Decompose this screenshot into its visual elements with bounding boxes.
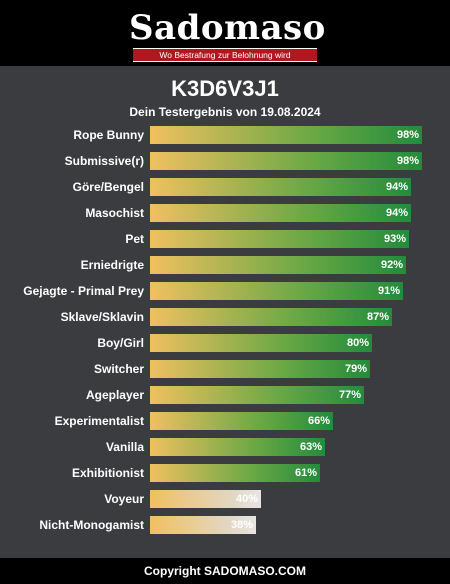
- chart-row: Voyeur 40%: [0, 490, 450, 508]
- bar: 66%: [150, 412, 333, 430]
- bar: 61%: [150, 464, 320, 482]
- bar-track: 87%: [150, 308, 428, 326]
- copyright-text: Copyright SADOMASO.COM: [144, 564, 306, 578]
- bar-track: 93%: [150, 230, 428, 248]
- category-label: Boy/Girl: [97, 336, 144, 350]
- bar-track: 80%: [150, 334, 428, 352]
- category-label: Sklave/Sklavin: [60, 310, 144, 324]
- category-label: Vanilla: [105, 440, 144, 454]
- bar: 38%: [150, 516, 256, 534]
- chart-row: Sklave/Sklavin 87%: [0, 308, 450, 326]
- category-label: Gejagte - Primal Prey: [23, 284, 144, 298]
- bar-track: 40%: [150, 490, 428, 508]
- category-label: Nicht-Monogamist: [39, 518, 144, 532]
- category-label: Pet: [125, 232, 144, 246]
- bar: 87%: [150, 308, 392, 326]
- bar-value-label: 38%: [230, 519, 253, 531]
- bar-track: 38%: [150, 516, 428, 534]
- bar: 91%: [150, 282, 403, 300]
- bar-value-label: 77%: [338, 389, 361, 401]
- category-label: Switcher: [93, 362, 144, 376]
- bar-track: 98%: [150, 152, 428, 170]
- bar-track: 94%: [150, 178, 428, 196]
- bar-track: 91%: [150, 282, 428, 300]
- logo-tagline: Wo Bestrafung zur Belohnung wird: [133, 48, 317, 62]
- bar: 40%: [150, 490, 261, 508]
- bar-track: 77%: [150, 386, 428, 404]
- category-label: Ageplayer: [85, 388, 144, 402]
- bar-value-label: 87%: [366, 311, 389, 323]
- category-label: Masochist: [85, 206, 144, 220]
- chart-row: Rope Bunny 98%: [0, 126, 450, 144]
- bar-track: 92%: [150, 256, 428, 274]
- bar-value-label: 80%: [346, 337, 369, 349]
- bar-value-label: 92%: [380, 259, 403, 271]
- bar-track: 66%: [150, 412, 428, 430]
- bar: 98%: [150, 152, 422, 170]
- bar-value-label: 66%: [307, 415, 330, 427]
- category-label: Erniedrigte: [80, 258, 144, 272]
- bar-track: 61%: [150, 464, 428, 482]
- result-subtitle: Dein Testergebnis von 19.08.2024: [129, 105, 321, 119]
- bar-value-label: 93%: [383, 233, 406, 245]
- logo-wordmark: Sadomaso: [129, 8, 326, 48]
- chart-row: Göre/Bengel 94%: [0, 178, 450, 196]
- category-label: Submissive(r): [64, 154, 144, 168]
- bar: 79%: [150, 360, 370, 378]
- bar-track: 79%: [150, 360, 428, 378]
- category-label: Voyeur: [104, 492, 144, 506]
- category-label: Rope Bunny: [73, 128, 144, 142]
- result-title: K3D6V3J1: [171, 76, 279, 101]
- category-label: Exhibitionist: [72, 466, 144, 480]
- bar-value-label: 61%: [294, 467, 317, 479]
- bar-value-label: 98%: [396, 129, 419, 141]
- bar-track: 63%: [150, 438, 428, 456]
- chart-row: Erniedrigte 92%: [0, 256, 450, 274]
- bar: 98%: [150, 126, 422, 144]
- chart-row: Experimentalist 66%: [0, 412, 450, 430]
- category-label: Göre/Bengel: [72, 180, 144, 194]
- bar-value-label: 40%: [235, 493, 258, 505]
- chart-row: Exhibitionist 61%: [0, 464, 450, 482]
- chart-row: Pet 93%: [0, 230, 450, 248]
- site-logo[interactable]: Sadomaso Wo Bestrafung zur Belohnung wir…: [129, 6, 326, 62]
- bar-value-label: 91%: [377, 285, 400, 297]
- chart-row: Submissive(r) 98%: [0, 152, 450, 170]
- bar-track: 98%: [150, 126, 428, 144]
- bar-value-label: 94%: [385, 181, 408, 193]
- bar-value-label: 94%: [385, 207, 408, 219]
- bar: 77%: [150, 386, 364, 404]
- bar: 94%: [150, 204, 411, 222]
- result-panel: K3D6V3J1 Dein Testergebnis von 19.08.202…: [0, 66, 450, 558]
- bar: 80%: [150, 334, 372, 352]
- bar-value-label: 63%: [299, 441, 322, 453]
- bar-value-label: 98%: [396, 155, 419, 167]
- chart-row: Ageplayer 77%: [0, 386, 450, 404]
- site-header: Sadomaso Wo Bestrafung zur Belohnung wir…: [0, 0, 450, 66]
- chart-row: Nicht-Monogamist 38%: [0, 516, 450, 534]
- category-label: Experimentalist: [54, 414, 144, 428]
- chart-row: Vanilla 63%: [0, 438, 450, 456]
- bar: 94%: [150, 178, 411, 196]
- bar: 92%: [150, 256, 406, 274]
- site-footer: Copyright SADOMASO.COM: [0, 558, 450, 584]
- bar-track: 94%: [150, 204, 428, 222]
- bar-value-label: 79%: [344, 363, 367, 375]
- chart-row: Masochist 94%: [0, 204, 450, 222]
- chart-row: Switcher 79%: [0, 360, 450, 378]
- bar: 93%: [150, 230, 409, 248]
- chart-row: Gejagte - Primal Prey 91%: [0, 282, 450, 300]
- chart-row: Boy/Girl 80%: [0, 334, 450, 352]
- bar: 63%: [150, 438, 325, 456]
